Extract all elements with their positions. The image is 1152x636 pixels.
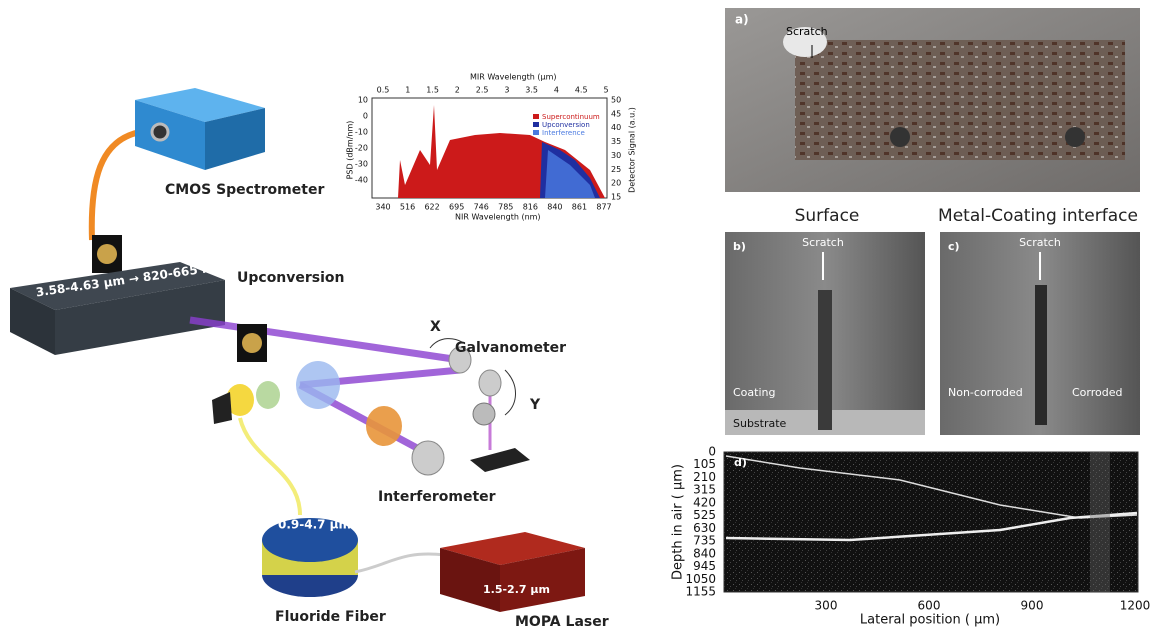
label: 1.5-2.7 μm	[483, 583, 550, 596]
tick-label: -30	[355, 160, 368, 169]
legend-label: Upconversion	[542, 121, 590, 129]
tick-label: 4.5	[575, 86, 588, 95]
tick-label: -10	[355, 128, 368, 137]
label: 0.9-4.7 μm	[278, 518, 351, 532]
tick-label: 695	[449, 203, 464, 212]
label: CMOS Spectrometer	[165, 182, 324, 198]
tick-label: 0	[363, 112, 368, 121]
tick-label: 3	[504, 86, 509, 95]
label: Scratch	[786, 25, 828, 38]
tick-label: 785	[498, 203, 513, 212]
label: Upconversion	[237, 270, 345, 286]
label: Galvanometer	[455, 340, 566, 356]
tick-label: 4	[554, 86, 559, 95]
tick-label: 5	[603, 86, 608, 95]
panel-tag: d)	[734, 456, 747, 469]
legend-label: Interference	[542, 129, 585, 137]
panels: a) Scratch Surface Metal-Coating interfa…	[671, 8, 1141, 628]
tick-label: 840	[547, 203, 562, 212]
tick-label: 600	[918, 599, 941, 613]
panel-tag: b)	[733, 240, 746, 253]
legend-label: Supercontinuum	[542, 113, 600, 121]
tick-label: 3.5	[525, 86, 538, 95]
tick-label: 622	[424, 203, 439, 212]
axis-label: PSD (dBm/nm)	[346, 121, 355, 180]
tick-label: 20	[611, 179, 621, 188]
panel-tag: a)	[735, 13, 749, 27]
tick-label: -20	[355, 144, 368, 153]
label: X	[430, 319, 441, 335]
tick-label: 1200	[1120, 599, 1151, 613]
tick-label: 516	[400, 203, 415, 212]
tick-label: 877	[596, 203, 611, 212]
tick-label: 1155	[685, 585, 716, 599]
axis-label: NIR Wavelength (nm)	[455, 213, 541, 222]
label: Fluoride Fiber	[275, 609, 386, 625]
tick-label: 35	[611, 137, 621, 146]
tick-label: 30	[611, 151, 621, 160]
tick-label: 40	[611, 123, 621, 132]
figure: CMOS Spectrometer Upconversion 3.58-4.63…	[0, 0, 1152, 632]
tick-label: 0.5	[377, 86, 390, 95]
tick-label: 1.5	[426, 86, 439, 95]
tick-label: 10	[358, 96, 368, 105]
label: Non-corroded	[948, 386, 1023, 399]
tick-label: 2	[455, 86, 460, 95]
tick-label: 45	[611, 109, 621, 118]
axis-label: Depth in air ( μm)	[671, 464, 686, 580]
tick-label: 2.5	[476, 86, 489, 95]
label: Corroded	[1072, 386, 1122, 399]
label: Scratch	[802, 236, 844, 249]
tick-label: 816	[523, 203, 538, 212]
tick-label: 300	[815, 599, 838, 613]
label: Interferometer	[378, 489, 496, 505]
axis-label: Lateral position ( μm)	[860, 613, 1000, 628]
tick-label: 900	[1021, 599, 1044, 613]
tick-label: 746	[474, 203, 489, 212]
tick-label: 861	[572, 203, 587, 212]
tick-label: 25	[611, 165, 621, 174]
tick-label: 340	[375, 203, 390, 212]
tick-label: -40	[355, 176, 368, 185]
label: Substrate	[733, 417, 787, 430]
tick-label: 50	[611, 96, 621, 105]
panel-title: Surface	[795, 206, 860, 226]
spectrum-inset: MIR Wavelength (μm) NIR Wavelength (nm) …	[346, 73, 637, 222]
axis-label: Detector Signal (a.u.)	[628, 107, 637, 193]
label: Scratch	[1019, 236, 1061, 249]
panel-tag: c)	[948, 240, 960, 253]
axis-label: MIR Wavelength (μm)	[470, 73, 557, 82]
label: Y	[529, 397, 541, 413]
label: Coating	[733, 386, 775, 399]
panel-title: Metal-Coating interface	[938, 206, 1138, 226]
tick-label: 15	[611, 193, 621, 202]
tick-label: 1	[405, 86, 410, 95]
label: MOPA Laser	[515, 614, 609, 630]
